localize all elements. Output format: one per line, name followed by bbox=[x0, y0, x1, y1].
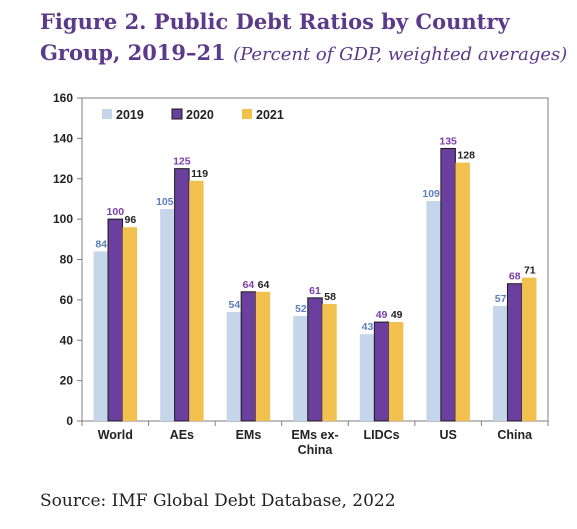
bar-2021 bbox=[189, 180, 204, 421]
x-tick-label: US bbox=[439, 428, 456, 442]
bar-2019 bbox=[359, 334, 375, 421]
bar-2020 bbox=[107, 218, 124, 422]
bar-2021 bbox=[122, 227, 138, 421]
bar-2021 bbox=[521, 277, 537, 421]
bar-2021 bbox=[322, 303, 337, 421]
bar-2020 bbox=[240, 291, 257, 422]
data-label-2020: 61 bbox=[309, 285, 321, 297]
data-label-2021: 119 bbox=[191, 168, 208, 180]
bar-2020 bbox=[440, 147, 456, 422]
data-label-2020: 68 bbox=[509, 271, 521, 283]
bar-2019 bbox=[492, 305, 508, 421]
bar-2019 bbox=[293, 316, 308, 421]
x-tick-label: LIDCs bbox=[364, 428, 400, 442]
legend-label-2020: 2020 bbox=[186, 108, 214, 122]
x-tick-label: China bbox=[497, 428, 533, 442]
legend-swatch-2020 bbox=[171, 108, 183, 120]
data-label-2020: 135 bbox=[439, 135, 457, 147]
bar-2019 bbox=[93, 251, 109, 421]
y-tick-label: 60 bbox=[60, 293, 74, 307]
data-label-2020: 125 bbox=[173, 156, 191, 168]
y-tick-label: 20 bbox=[60, 374, 74, 388]
y-tick-label: 140 bbox=[53, 131, 73, 145]
legend-label-2019: 2019 bbox=[116, 108, 144, 122]
data-label-2021: 58 bbox=[324, 291, 336, 303]
y-tick-label: 100 bbox=[53, 212, 73, 226]
bar-2020 bbox=[174, 168, 190, 422]
y-tick-label: 80 bbox=[60, 253, 74, 267]
figure-title-text: Figure 2. Public Debt Ratios by Country … bbox=[40, 9, 510, 65]
data-label-2019: 84 bbox=[95, 238, 107, 250]
bar-2020 bbox=[506, 283, 523, 422]
bar-2021 bbox=[388, 322, 404, 421]
data-label-2019: 57 bbox=[495, 293, 507, 305]
bar-2021 bbox=[455, 162, 470, 421]
data-label-2021: 49 bbox=[391, 309, 403, 321]
data-label-2019: 109 bbox=[422, 188, 440, 200]
x-tick-label: EMs bbox=[236, 428, 262, 442]
bar-2021 bbox=[255, 291, 271, 421]
legend-swatch-2019 bbox=[102, 109, 112, 119]
bar-2019 bbox=[426, 200, 441, 421]
y-tick-label: 0 bbox=[66, 414, 73, 428]
y-tick-label: 120 bbox=[53, 172, 73, 186]
data-label-2021: 71 bbox=[524, 265, 536, 277]
y-tick-label: 160 bbox=[53, 91, 73, 105]
x-tick-label: China bbox=[298, 443, 334, 457]
x-tick-label: World bbox=[98, 428, 133, 442]
data-label-2020: 100 bbox=[107, 206, 125, 218]
bar-2020 bbox=[307, 297, 323, 422]
source-note: Source: IMF Global Debt Database, 2022 bbox=[40, 491, 396, 511]
data-label-2021: 64 bbox=[258, 279, 270, 291]
x-tick-label: EMs ex- bbox=[291, 428, 338, 442]
y-tick-label: 40 bbox=[60, 333, 74, 347]
legend-swatch-2021 bbox=[242, 109, 252, 119]
data-label-2021: 128 bbox=[457, 150, 475, 162]
data-label-2020: 64 bbox=[243, 279, 255, 291]
data-label-2020: 49 bbox=[376, 309, 388, 321]
x-tick-label: AEs bbox=[170, 428, 194, 442]
bar-chart: 0 20 40 60 80 100 120 140 160 84 100 96 World 105 125 1… bbox=[0, 88, 577, 468]
data-label-2019: 43 bbox=[362, 321, 374, 333]
bar-2019 bbox=[160, 209, 175, 421]
data-label-2019: 52 bbox=[295, 303, 307, 315]
data-label-2019: 105 bbox=[156, 196, 174, 208]
chart-svg: 0204060801001201401608410096World1051251… bbox=[53, 91, 549, 457]
figure-subtitle: (Percent of GDP, weighted averages) bbox=[233, 44, 568, 65]
bar-2020 bbox=[373, 321, 390, 422]
legend-label-2021: 2021 bbox=[256, 108, 284, 122]
figure-title: Figure 2. Public Debt Ratios by Country … bbox=[40, 6, 570, 70]
bar-2019 bbox=[226, 311, 242, 421]
data-label-2019: 54 bbox=[228, 299, 240, 311]
data-label-2021: 96 bbox=[125, 214, 137, 226]
